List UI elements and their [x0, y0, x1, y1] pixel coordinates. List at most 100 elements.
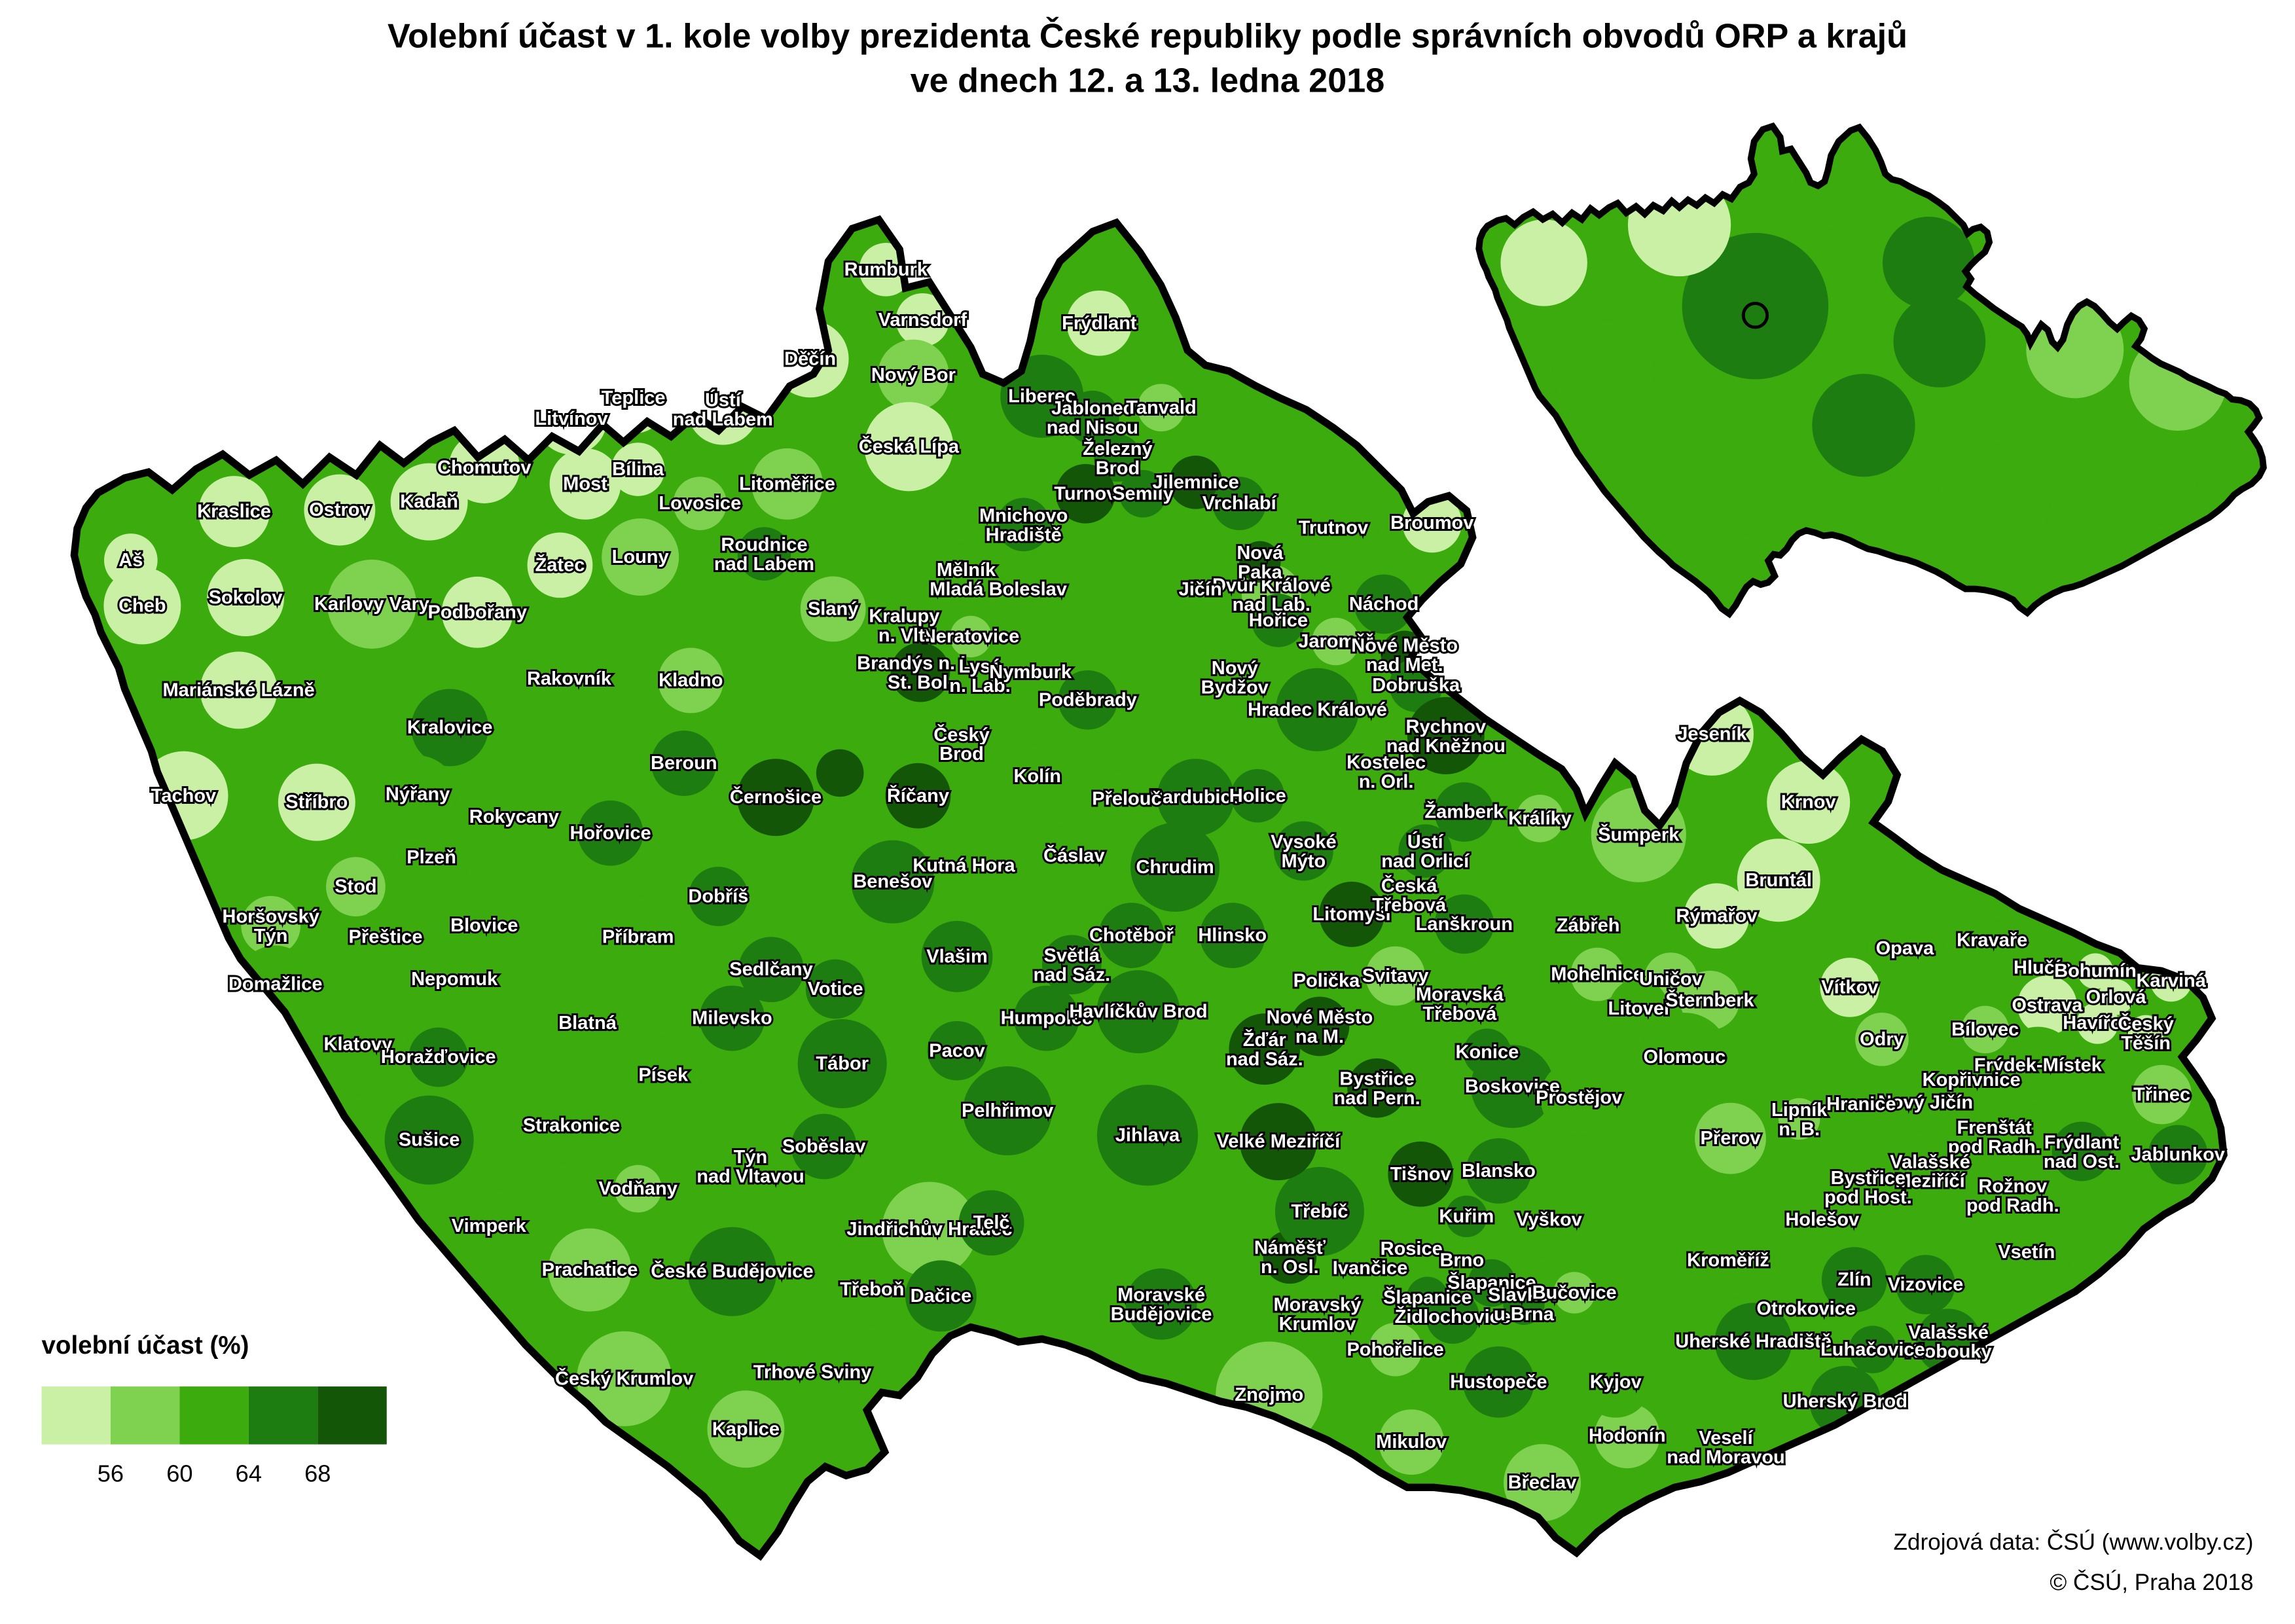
region-area	[1737, 839, 1820, 922]
region-label: Třebíč	[1291, 1201, 1348, 1222]
region-area	[1695, 1102, 1766, 1174]
region-label: Prachatice	[542, 1259, 638, 1280]
region-label: Neratovice	[922, 626, 1019, 647]
region-area	[554, 990, 621, 1056]
region-label: Soběslav	[782, 1136, 866, 1157]
region-area	[1212, 477, 1267, 530]
region-label: Přeštice	[349, 927, 423, 948]
region-label: Znojmo	[1235, 1384, 1303, 1405]
kraj-area	[1812, 374, 1915, 477]
region-area	[963, 1066, 1053, 1156]
region-label: Železný Brod	[1083, 437, 1152, 478]
region-label: Hlinsko	[1198, 925, 1267, 946]
region-label: Bílina	[612, 459, 664, 480]
source-line2: © ČSÚ, Praha 2018	[2050, 1570, 2253, 1595]
region-area	[1767, 761, 1851, 844]
region-area	[1504, 1444, 1581, 1522]
region-label: Moravský Krumlov	[1274, 1295, 1362, 1335]
region-area	[1510, 1181, 1588, 1259]
region-area	[198, 476, 270, 547]
region-area	[1208, 650, 1262, 704]
region-label: Cheb	[118, 595, 166, 616]
region-label: Pohořelice	[1346, 1339, 1443, 1360]
legend-tick-label: 60	[166, 1460, 192, 1487]
source-line1: Zdrojová data: ČSÚ (www.volby.cz)	[1893, 1530, 2253, 1555]
region-label: Příbram	[602, 927, 674, 948]
region-area	[1782, 1285, 1830, 1333]
region-area	[1168, 456, 1223, 509]
region-label: Tanvald	[1126, 397, 1196, 418]
region-label: Litomyšl	[1312, 904, 1390, 925]
region-label: Uherský Brod	[1783, 1391, 1907, 1412]
region-label: Humpolec	[1001, 1008, 1093, 1029]
region-label: Litoměřice	[739, 473, 835, 494]
region-area	[1896, 1073, 1955, 1132]
region-label: Nýřany	[386, 784, 450, 804]
region-label: Jičín	[1179, 579, 1222, 600]
kraj-area	[1936, 444, 2051, 558]
region-area	[1274, 821, 1333, 881]
region-label: Hradec Králové	[1248, 699, 1387, 720]
region-label: Kaplice	[712, 1418, 780, 1439]
region-label: Přelouč	[1092, 789, 1161, 810]
region-label: Roudnice nad Labem	[714, 534, 814, 574]
region-area	[1832, 1074, 1891, 1134]
region-label: Mohelnice	[1551, 964, 1644, 985]
region-area	[1555, 893, 1621, 959]
region-label: Kraslice	[197, 501, 271, 522]
region-label: Boskovice	[1465, 1076, 1560, 1097]
region-label: Nové Město nad Met.	[1351, 635, 1458, 675]
region-area	[1297, 951, 1356, 1011]
legend-tick-label: 56	[98, 1460, 124, 1487]
region-label: Strakonice	[523, 1115, 620, 1136]
region-area	[699, 985, 765, 1051]
region-label: Lysá n. Lab.	[949, 657, 1011, 696]
region-label: Mnichovo Hradiště	[979, 505, 1068, 545]
region-label: Břeclav	[1508, 1472, 1578, 1493]
region-area	[791, 1113, 857, 1180]
region-area	[1971, 919, 2013, 962]
region-area	[1407, 696, 1485, 774]
region-label: Vítkov	[1821, 977, 1879, 998]
region-area	[441, 576, 513, 648]
region-area	[614, 1164, 662, 1213]
region-area	[1319, 881, 1384, 947]
region-label: Zlín	[1837, 1269, 1871, 1290]
region-label: Svitavy	[1362, 965, 1429, 986]
region-area	[1388, 1141, 1454, 1207]
legend-swatch	[248, 1386, 318, 1445]
map-title-line2: ve dnech 12. a 13. ledna 2018	[911, 62, 1385, 100]
region-area	[304, 474, 376, 546]
region-label: Horšovský Týn	[223, 907, 319, 947]
region-label: Nový Bor	[871, 365, 956, 386]
region-label: Bystřice nad Pern.	[1333, 1069, 1420, 1109]
region-area	[1274, 1166, 1364, 1256]
region-area	[1570, 947, 1624, 1001]
region-label: Luhačovice	[1820, 1339, 1925, 1360]
region-area	[905, 1260, 977, 1332]
region-area	[1347, 1058, 1407, 1118]
region-area	[1098, 903, 1165, 968]
region-area	[836, 1254, 908, 1326]
region-area	[1041, 935, 1102, 995]
region-label: Opava	[1876, 938, 1935, 959]
region-area	[673, 477, 727, 530]
region-area	[1275, 668, 1359, 751]
region-label: Rokycany	[469, 806, 559, 827]
region-area	[596, 895, 680, 979]
region-area	[1696, 1417, 1756, 1477]
region-label: Veselí nad Moravou	[1667, 1428, 1785, 1468]
region-label: Slavkov u Brna	[1488, 1285, 1561, 1325]
region-label: Kyjov	[1590, 1371, 1642, 1392]
region-label: Odry	[1860, 1029, 1904, 1050]
region-label: Aš	[118, 550, 143, 571]
region-label: Lanškroun	[1416, 914, 1513, 935]
region-area	[390, 463, 468, 541]
region-label: Česká Lípa	[859, 435, 960, 457]
region-label: Slaný	[808, 598, 858, 619]
region-area	[737, 527, 791, 581]
region-label: Otrokovice	[1756, 1299, 1856, 1320]
region-label: Vimperk	[452, 1216, 527, 1236]
region-label: Čáslav	[1043, 844, 1105, 867]
region-label: Klatovy	[324, 1034, 393, 1055]
